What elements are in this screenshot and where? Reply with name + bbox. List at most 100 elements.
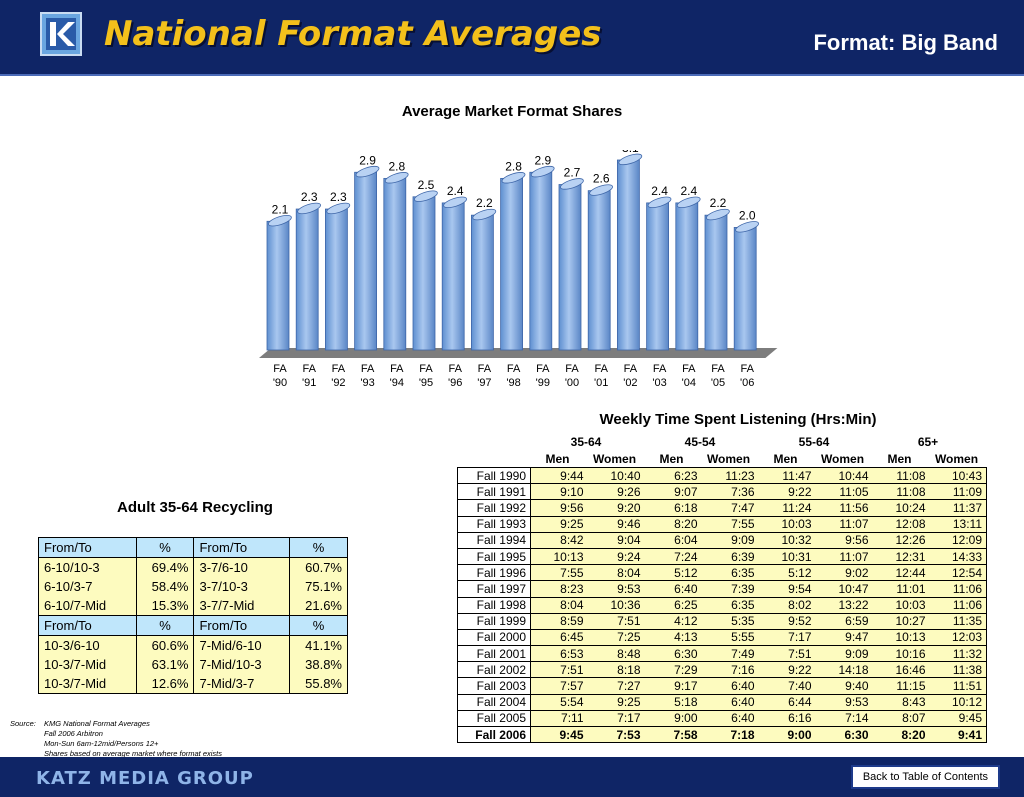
table-cell: 8:59 bbox=[530, 613, 588, 630]
table-cell: 7:17 bbox=[758, 629, 816, 647]
table-cell: 5:12 bbox=[758, 564, 816, 582]
table-row: Fall 2002 7:51 8:18 7:29 7:16 9:22 14:18 16:46 1… bbox=[457, 661, 987, 679]
chart-floor bbox=[259, 348, 778, 358]
table-cell: 9:47 bbox=[815, 629, 873, 647]
x-tick-label: FA bbox=[536, 363, 550, 375]
table-cell: 8:02 bbox=[758, 597, 816, 614]
data-label: 2.6 bbox=[593, 172, 610, 186]
table-cell: 9:00 bbox=[758, 726, 816, 744]
katz-k-logo-icon bbox=[40, 12, 82, 56]
table-row: 10-3/7-Mid 12.6% 7-Mid/3-7 55.8% bbox=[38, 674, 348, 694]
x-tick-label: FA bbox=[419, 363, 433, 375]
data-label: 2.4 bbox=[447, 184, 464, 198]
table-row: Fall 2000 6:45 7:25 4:13 5:55 7:17 9:47 10:13 12… bbox=[457, 628, 987, 647]
table-cell: 6:30 bbox=[815, 726, 873, 744]
table-cell: 6:44 bbox=[758, 694, 816, 711]
source-line: Shares based on average market where for… bbox=[44, 749, 223, 758]
table-cell: 13:11 bbox=[929, 516, 987, 533]
table-cell: 7:18 bbox=[701, 726, 759, 744]
table-cell: 7-Mid/3-7 bbox=[193, 674, 291, 694]
column-header: % bbox=[135, 537, 195, 558]
table-cell: 10:36 bbox=[587, 597, 645, 614]
table-cell: 7:55 bbox=[701, 516, 759, 533]
group-header: 45-54 bbox=[684, 435, 716, 449]
row-label: Fall 1993 bbox=[457, 515, 531, 533]
x-tick-label: '99 bbox=[536, 377, 550, 389]
table-cell: 6:40 bbox=[701, 694, 759, 711]
table-cell: 3-7/7-Mid bbox=[193, 596, 291, 616]
x-tick-label: '96 bbox=[448, 377, 462, 389]
table-cell: 15.3% bbox=[135, 596, 195, 616]
table-cell: 6:35 bbox=[701, 564, 759, 582]
table-cell: 9:52 bbox=[758, 613, 816, 630]
x-tick-label: '05 bbox=[711, 377, 725, 389]
table-cell: 9:40 bbox=[815, 677, 873, 695]
bar bbox=[558, 178, 584, 351]
table-row: Fall 2004 5:54 9:25 5:18 6:40 6:44 9:53 8:43 10:… bbox=[457, 693, 987, 711]
row-label: Fall 2001 bbox=[457, 645, 531, 663]
data-label: 2.8 bbox=[505, 159, 522, 173]
x-tick-label: '01 bbox=[594, 377, 608, 389]
table-cell: 5:18 bbox=[644, 694, 702, 711]
table-cell: 10:13 bbox=[872, 629, 930, 647]
table-row: Fall 1998 8:04 10:36 6:25 6:35 8:02 13:22 10:03… bbox=[457, 596, 987, 614]
x-tick-label: '03 bbox=[652, 377, 666, 389]
x-tick-label: '94 bbox=[390, 377, 404, 389]
table-cell: 9:25 bbox=[587, 694, 645, 711]
table-cell: 9:22 bbox=[758, 483, 816, 501]
table-cell: 7:16 bbox=[701, 661, 759, 679]
table-cell: 9:24 bbox=[587, 548, 645, 566]
recycling-table: From/To% From/To% 6-10/10-3 69.4% 3-7/6-10 60… bbox=[38, 537, 348, 694]
table-row: Fall 1991 9:10 9:26 9:07 7:36 9:22 11:05 11:08 1… bbox=[457, 483, 987, 501]
table-cell: 11:37 bbox=[929, 499, 987, 517]
table-cell: 8:20 bbox=[644, 516, 702, 533]
table-cell: 38.8% bbox=[289, 654, 348, 674]
table-cell: 11:24 bbox=[758, 499, 816, 517]
x-tick-label: FA bbox=[565, 363, 579, 375]
recycling-title: Adult 35-64 Recycling bbox=[117, 499, 273, 516]
table-cell: 10:24 bbox=[872, 499, 930, 517]
column-header: From/To bbox=[38, 615, 137, 636]
table-cell: 10-3/7-Mid bbox=[38, 674, 137, 694]
table-cell: 9:17 bbox=[644, 677, 702, 695]
table-cell: 7:29 bbox=[644, 661, 702, 679]
table-cell: 9:53 bbox=[815, 694, 873, 711]
table-row: Fall 1999 8:59 7:51 4:12 5:35 9:52 6:59 10:27 11… bbox=[457, 612, 987, 630]
table-cell: 9:10 bbox=[530, 483, 588, 501]
table-cell: 6:18 bbox=[644, 499, 702, 517]
x-tick-label: FA bbox=[624, 363, 638, 375]
table-row: 10-3/6-10 60.6% 7-Mid/6-10 41.1% bbox=[38, 635, 348, 655]
table-row: Fall 2001 6:53 8:48 6:30 7:49 7:51 9:09 10:16 11… bbox=[457, 645, 987, 663]
x-tick-label: '00 bbox=[565, 377, 579, 389]
bar bbox=[354, 165, 380, 351]
table-cell: 9:20 bbox=[587, 499, 645, 517]
row-label: Fall 2006 bbox=[457, 725, 531, 744]
table-cell: 9:00 bbox=[644, 710, 702, 728]
table-header-row: From/To% From/To% bbox=[38, 537, 348, 558]
column-header: % bbox=[135, 615, 195, 636]
table-cell: 12:09 bbox=[929, 532, 987, 549]
footer-brand-logo: KATZ MEDIA GROUP bbox=[36, 768, 254, 789]
back-to-toc-button[interactable]: Back to Table of Contents bbox=[850, 765, 1000, 789]
column-header: From/To bbox=[193, 537, 291, 558]
column-header: Men bbox=[545, 452, 570, 466]
group-header: 55-64 bbox=[798, 435, 830, 449]
x-tick-label: FA bbox=[361, 363, 375, 375]
column-header: Men bbox=[887, 452, 912, 466]
table-cell: 9:41 bbox=[929, 726, 987, 744]
table-cell: 12.6% bbox=[135, 674, 195, 694]
table-cell: 7:36 bbox=[701, 483, 759, 501]
x-tick-label: FA bbox=[594, 363, 608, 375]
table-cell: 9:54 bbox=[758, 580, 816, 598]
table-cell: 11:23 bbox=[701, 466, 759, 485]
table-cell: 5:35 bbox=[701, 613, 759, 630]
bar bbox=[325, 202, 351, 351]
table-row: Fall 1994 8:42 9:04 6:04 9:09 10:32 9:56 12:26 1… bbox=[457, 531, 987, 549]
bar bbox=[646, 196, 672, 351]
table-cell: 10:13 bbox=[530, 548, 588, 566]
table-cell: 11:47 bbox=[758, 466, 816, 485]
table-cell: 6:16 bbox=[758, 710, 816, 728]
table-cell: 12:54 bbox=[929, 564, 987, 582]
table-cell: 11:51 bbox=[929, 677, 987, 695]
table-cell: 11:35 bbox=[929, 613, 987, 630]
